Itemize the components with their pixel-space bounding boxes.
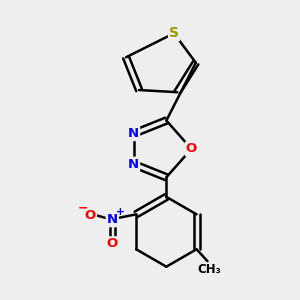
Text: +: + — [116, 207, 124, 217]
Text: S: S — [169, 26, 179, 40]
Text: −: − — [77, 201, 88, 214]
Text: N: N — [128, 158, 139, 171]
Text: N: N — [106, 213, 118, 226]
Text: O: O — [106, 237, 118, 250]
Text: O: O — [186, 142, 197, 155]
Text: N: N — [128, 127, 139, 140]
Text: CH₃: CH₃ — [198, 263, 221, 277]
Text: O: O — [85, 209, 96, 222]
